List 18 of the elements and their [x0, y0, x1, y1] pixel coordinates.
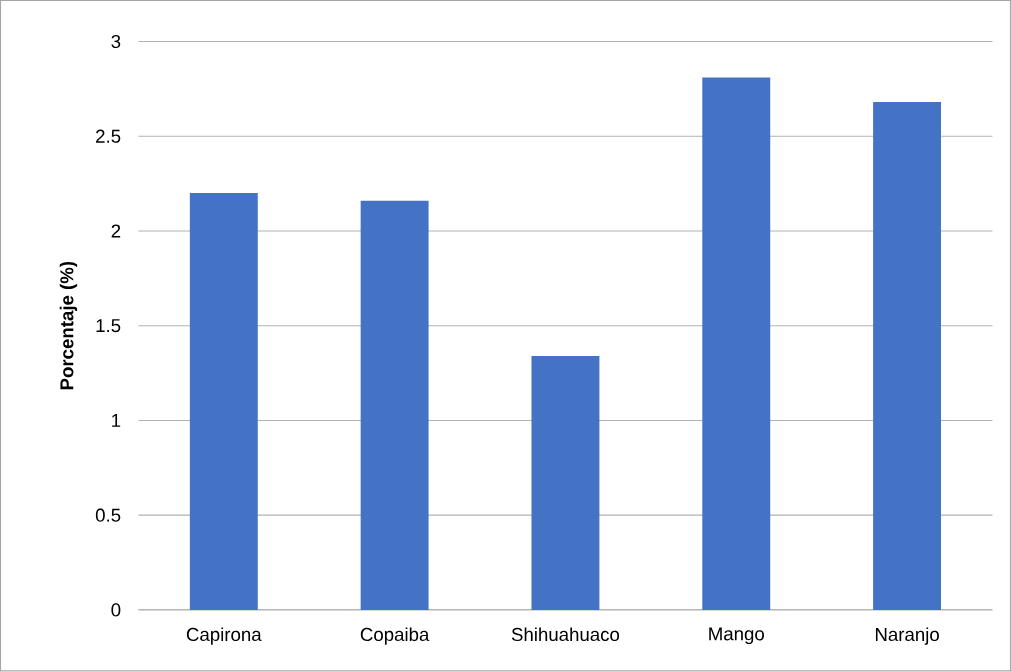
bar	[189, 192, 258, 610]
y-tick-label: 2	[111, 224, 121, 238]
bar	[702, 77, 771, 610]
bar	[531, 355, 600, 610]
x-tick-label: Capirona	[186, 627, 262, 645]
y-tick-label: 1	[112, 413, 121, 427]
bar	[873, 101, 942, 610]
x-tick-label: Shihuahuaco	[511, 627, 620, 641]
x-tick-label: Copaiba	[360, 627, 430, 645]
bar	[360, 200, 429, 610]
y-tick-label: 0	[111, 603, 121, 617]
x-tick-label: Naranjo	[875, 627, 939, 645]
y-axis-title: Porcentaje (%)	[59, 261, 78, 390]
y-tick-label: 1.5	[96, 319, 121, 333]
y-tick-label: 0.5	[95, 508, 121, 522]
x-tick-label: Mango	[709, 627, 764, 644]
y-tick-label: 3	[111, 34, 121, 48]
y-tick-label: 2.5	[96, 129, 121, 143]
